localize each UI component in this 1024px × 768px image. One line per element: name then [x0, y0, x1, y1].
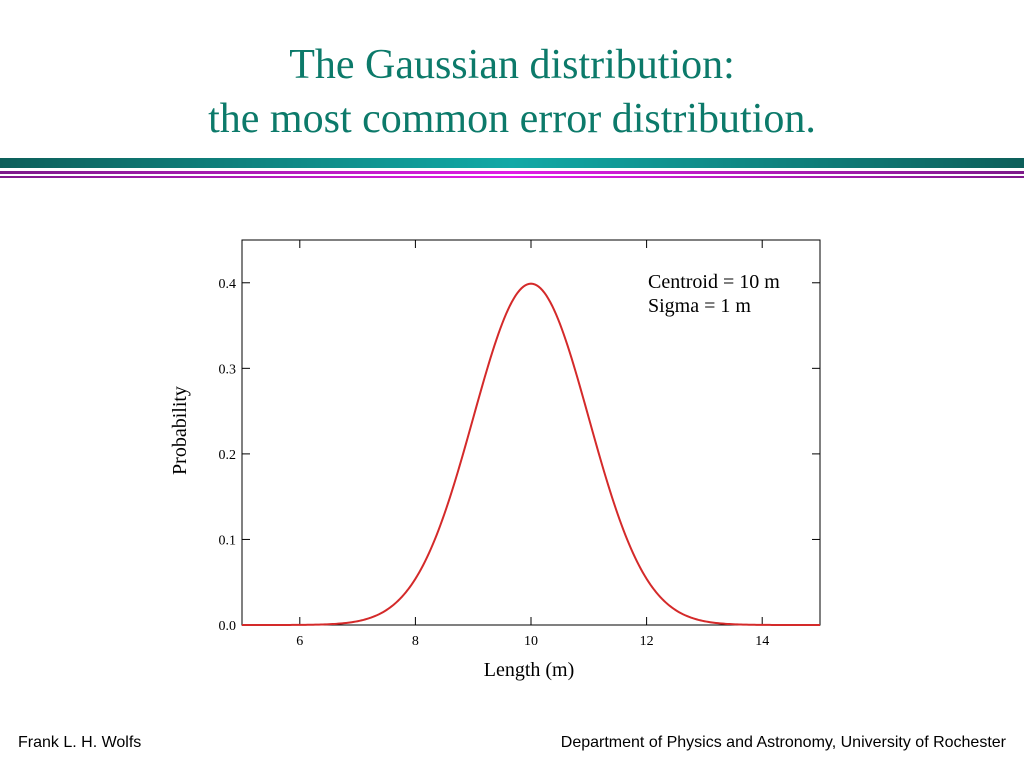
x-tick-label: 8	[412, 634, 419, 649]
x-tick-label: 14	[755, 634, 769, 649]
slide-title: The Gaussian distribution: the most comm…	[0, 38, 1024, 146]
y-tick-label: 0.2	[219, 448, 237, 463]
chart-annotation: Sigma = 1 m	[648, 295, 751, 317]
x-tick-label: 6	[296, 634, 303, 649]
footer-affiliation: Department of Physics and Astronomy, Uni…	[560, 734, 1006, 751]
title-divider-magenta-lower	[0, 176, 1024, 178]
slide-title-line-1: The Gaussian distribution:	[289, 42, 735, 88]
title-divider-magenta-upper	[0, 171, 1024, 174]
x-tick-label: 12	[640, 634, 654, 649]
y-tick-label: 0.0	[219, 619, 237, 634]
gaussian-curve	[242, 282, 820, 626]
x-tick-label: 10	[524, 634, 538, 649]
y-tick-label: 0.1	[219, 533, 237, 548]
chart-annotation: Centroid = 10 m	[648, 271, 780, 293]
slide-title-line-2: the most common error distribution.	[208, 96, 816, 142]
x-axis-label: Length (m)	[484, 659, 575, 681]
y-axis-label: Probability	[169, 386, 191, 475]
y-tick-label: 0.3	[219, 362, 237, 377]
y-tick-label: 0.4	[219, 277, 237, 292]
footer-author: Frank L. H. Wolfs	[18, 734, 142, 751]
title-divider-teal	[0, 158, 1024, 168]
